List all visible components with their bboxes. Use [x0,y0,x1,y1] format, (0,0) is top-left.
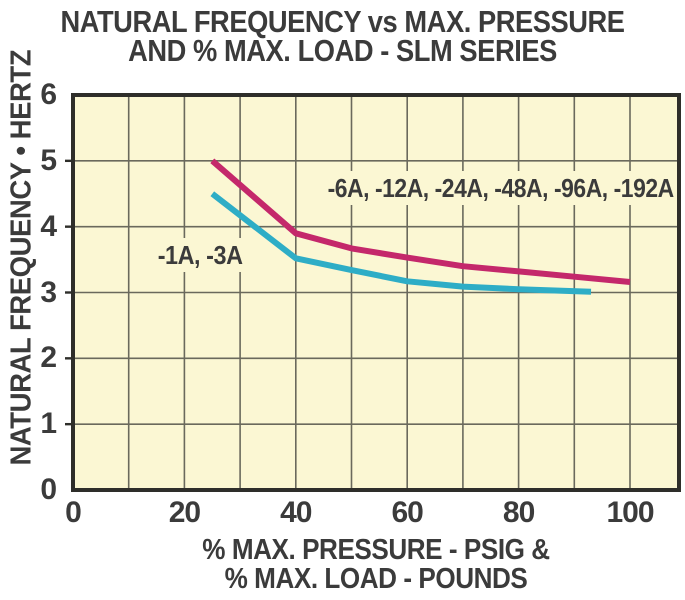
y-tick-label: 1 [40,407,57,441]
series-line-6a-to-192a [210,158,631,285]
x-tick-label: 100 [606,496,654,529]
plot-border [71,93,681,492]
y-tick-label: 0 [40,473,57,506]
y-tick-label: 2 [40,341,57,375]
series-line-1a-3a [210,191,592,295]
y-tick-label: 3 [40,275,57,309]
x-tick-label: 40 [280,496,312,529]
x-axis-title-line1: % MAX. PRESSURE - PSIG & [202,534,550,566]
chart-title-line2: AND % MAX. LOAD - SLM SERIES [128,33,557,68]
series-label-6a-to-192a: -6A, -12A, -24A, -48A, -96A, -192A [324,171,676,205]
y-tick-label: 4 [40,209,57,243]
x-tick-label: 80 [502,496,535,529]
x-tick-label: 0 [65,496,82,529]
x-tick-label: 60 [391,496,424,529]
y-tick-label: 5 [40,143,57,177]
y-tick-label: 6 [40,78,57,111]
series-label-1a-3a: -1A, -3A [155,238,246,272]
x-axis-title-line2: % MAX. LOAD - POUNDS [224,563,528,595]
chart-title-line1: NATURAL FREQUENCY vs MAX. PRESSURE [60,4,625,39]
x-tick-label: 20 [168,496,201,529]
